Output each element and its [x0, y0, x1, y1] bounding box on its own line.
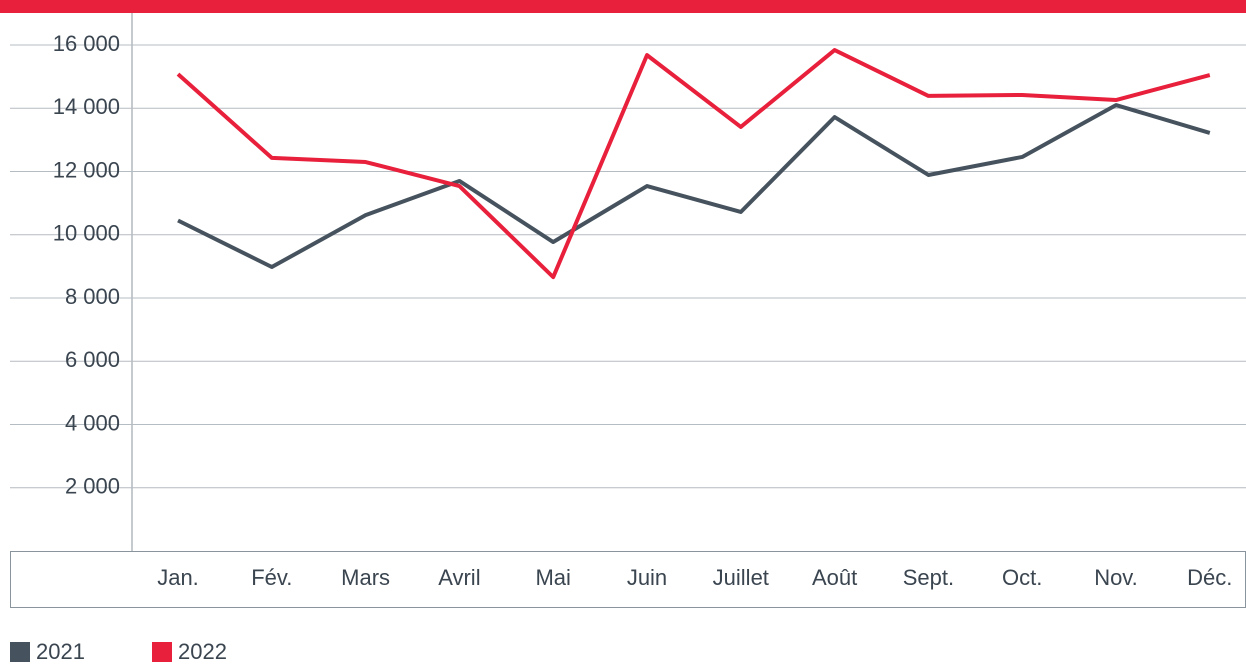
- x-tick-label: Juillet: [713, 565, 769, 590]
- x-tick-label: Août: [812, 565, 857, 590]
- y-tick-label: 10 000: [53, 221, 120, 246]
- y-tick-label: 2 000: [65, 474, 120, 499]
- x-tick-label: Jan.: [157, 565, 199, 590]
- y-tick-label: 12 000: [53, 157, 120, 182]
- top-band: [0, 0, 1246, 13]
- line-series: [177, 103, 1211, 270]
- y-tick-label: 14 000: [53, 94, 120, 119]
- y-tick-label: 16 000: [53, 31, 120, 56]
- x-tick-label: Fév.: [251, 565, 292, 590]
- y-tick-label: 4 000: [65, 410, 120, 435]
- x-tick-label: Mars: [341, 565, 390, 590]
- x-tick-label: Avril: [438, 565, 480, 590]
- x-tick-label: Nov.: [1094, 565, 1138, 590]
- x-tick-label: Oct.: [1002, 565, 1042, 590]
- x-tick-label: Juin: [627, 565, 667, 590]
- legend-swatch: [152, 642, 172, 662]
- x-tick-label: Mai: [535, 565, 570, 590]
- y-tick-label: 8 000: [65, 284, 120, 309]
- line-series: [176, 48, 1211, 280]
- x-tick-label: Déc.: [1187, 565, 1232, 590]
- x-tick-label: Sept.: [903, 565, 954, 590]
- legend-swatch: [10, 642, 30, 662]
- legend-label: 2021: [36, 639, 85, 664]
- legend-label: 2022: [178, 639, 227, 664]
- y-tick-label: 6 000: [65, 347, 120, 372]
